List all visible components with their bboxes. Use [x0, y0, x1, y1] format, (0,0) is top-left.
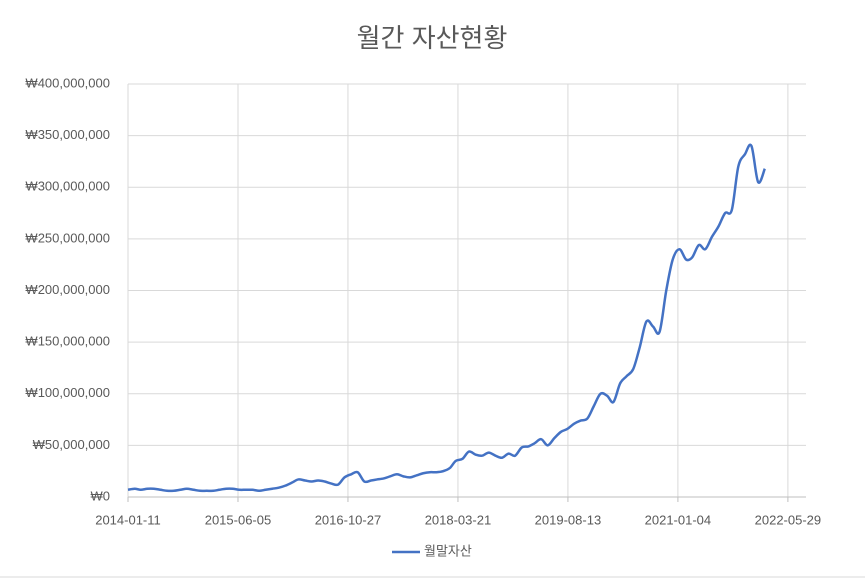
- y-tick-label: ₩50,000,000: [33, 437, 110, 452]
- x-tick-label: 2014-01-11: [95, 512, 161, 527]
- x-tick-label: 2018-03-21: [425, 512, 492, 527]
- y-tick-label: ₩300,000,000: [25, 179, 110, 194]
- y-tick-label: ₩0: [91, 488, 111, 503]
- x-tick-label: 2016-10-27: [315, 512, 382, 527]
- y-tick-label: ₩350,000,000: [25, 127, 110, 142]
- y-tick-label: ₩250,000,000: [25, 230, 110, 245]
- x-tick-label: 2019-08-13: [535, 512, 602, 527]
- x-tick-label: 2021-01-04: [645, 512, 712, 527]
- series-line: [127, 143, 766, 493]
- chart-title: 월간 자산현황: [357, 23, 508, 53]
- y-tick-label: ₩200,000,000: [25, 282, 110, 297]
- y-tick-label: ₩100,000,000: [25, 385, 110, 400]
- x-tick-label: 2015-06-05: [205, 512, 272, 527]
- y-tick-label: ₩150,000,000: [25, 334, 110, 349]
- legend-label: 월말자산: [424, 543, 472, 558]
- y-tick-label: ₩400,000,000: [25, 75, 110, 90]
- x-tick-label: 2022-05-29: [755, 512, 822, 527]
